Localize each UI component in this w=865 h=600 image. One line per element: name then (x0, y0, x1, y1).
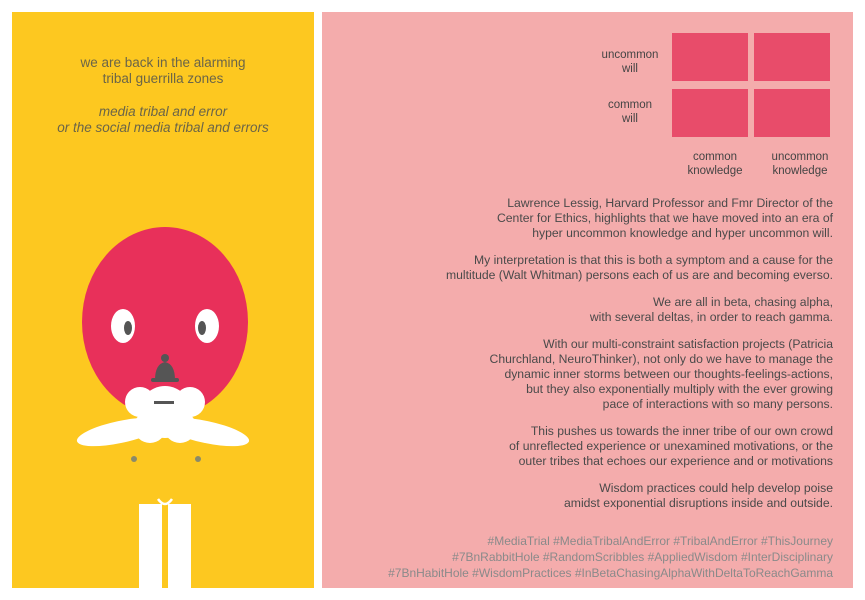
paragraph-wisdom-practices: Wisdom practices could help develop pois… (564, 481, 833, 510)
grid-cell-bottom-left (672, 89, 748, 137)
left-title-line-2: tribal guerrilla zones (102, 71, 224, 86)
left-title-line-1: we are back in the alarming (80, 55, 246, 70)
character-left-eye (111, 309, 135, 343)
row-label-common-will: common will (607, 99, 653, 125)
paragraph-tribes: This pushes us towards the inner tribe o… (509, 424, 833, 468)
character-chest-dot-right (195, 456, 201, 462)
character-legs (139, 498, 191, 588)
paragraph-lessig: Lawrence Lessig, Harvard Professor and F… (496, 196, 833, 240)
character-mouth (154, 401, 174, 404)
grid-cell-bottom-right (754, 89, 830, 137)
paragraph-constraint-satisfaction: With our multi-constraint satisfaction p… (489, 337, 833, 411)
right-panel: uncommon will common will common knowled… (322, 12, 853, 588)
left-panel: we are back in the alarming tribal guerr… (12, 12, 314, 588)
col-label-uncommon-knowledge: uncommon knowledge (771, 151, 829, 177)
row-label-uncommon-will: uncommon will (601, 49, 659, 75)
left-subtitle: media tribal and error or the social med… (12, 104, 314, 136)
character-beard (125, 386, 205, 443)
character-right-eye (195, 309, 219, 343)
left-subtitle-line-1: media tribal and error (98, 104, 228, 119)
hashtags: #MediaTrial #MediaTribalAndError #Tribal… (388, 534, 833, 580)
character-head (82, 227, 248, 417)
grid-cell-top-left (672, 33, 748, 81)
cartoon-character-illustration (76, 227, 250, 588)
left-title: we are back in the alarming tribal guerr… (12, 55, 314, 87)
col-label-common-knowledge: common knowledge (687, 151, 743, 177)
left-subtitle-line-2: or the social media tribal and errors (57, 120, 269, 135)
body-text: Lawrence Lessig, Harvard Professor and F… (363, 196, 833, 523)
character-nose (151, 354, 179, 382)
paragraph-beta-alpha: We are all in beta, chasing alpha, with … (589, 295, 833, 324)
character-chest-dot-left (131, 456, 137, 462)
grid-cell-top-right (754, 33, 830, 81)
paragraph-interpretation: My interpretation is that this is both a… (445, 253, 833, 282)
